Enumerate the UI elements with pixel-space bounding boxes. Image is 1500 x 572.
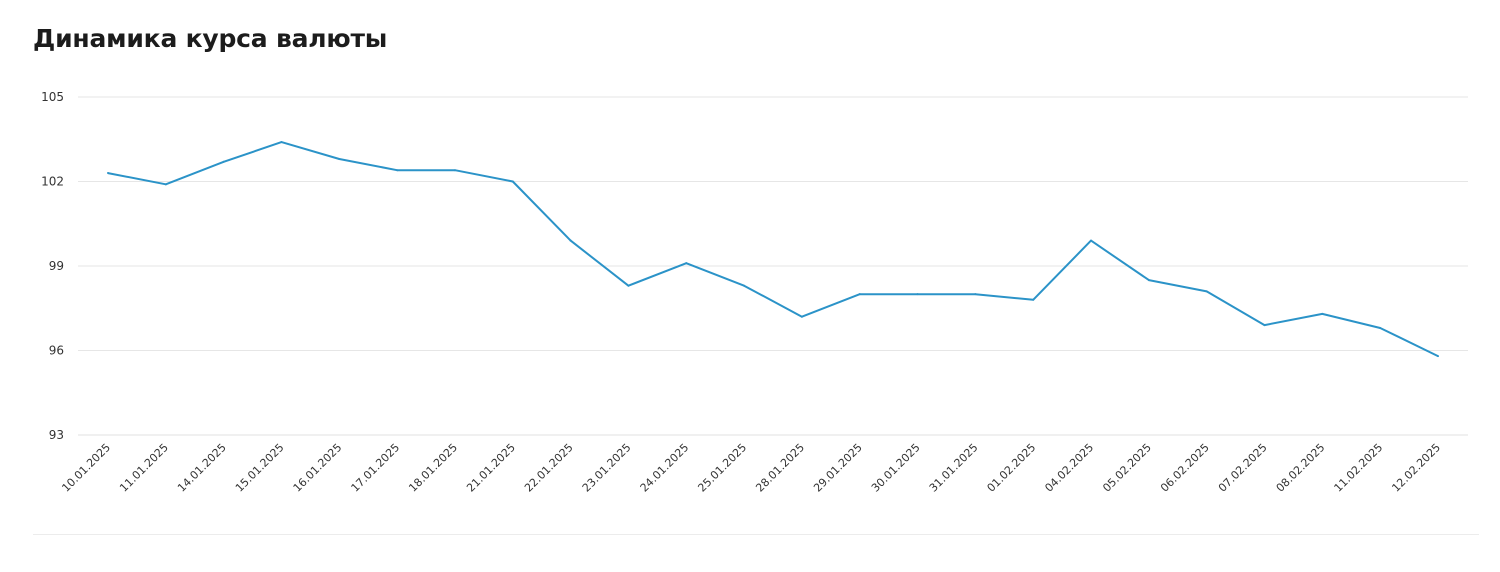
- x-tick-label: 29.01.2025: [811, 441, 865, 495]
- x-tick-label: 21.01.2025: [464, 441, 518, 495]
- data-point: [511, 180, 514, 183]
- series-group: [107, 141, 1439, 358]
- y-tick-label: 96: [49, 344, 64, 358]
- x-axis-ticks: 10.01.2025 11.01.2025 14.01.2025 15.01.2025…: [59, 441, 1443, 495]
- x-tick-label: 16.01.2025: [291, 441, 345, 495]
- x-tick-label: 11.02.2025: [1332, 441, 1386, 495]
- data-point: [974, 293, 977, 296]
- data-point: [858, 293, 861, 296]
- x-tick-label: 25.01.2025: [695, 441, 749, 495]
- data-point: [1205, 290, 1208, 293]
- data-point: [1147, 279, 1150, 282]
- x-tick-label: 17.01.2025: [349, 441, 403, 495]
- data-point: [1437, 355, 1439, 358]
- data-point: [222, 160, 225, 163]
- data-point: [743, 284, 746, 287]
- data-point: [107, 172, 109, 175]
- y-tick-label: 93: [49, 428, 64, 442]
- data-point: [1090, 239, 1093, 242]
- data-point: [396, 169, 399, 172]
- chart-title: Динамика курса валюты: [33, 24, 388, 53]
- y-tick-label: 105: [41, 90, 64, 104]
- x-tick-label: 15.01.2025: [233, 441, 287, 495]
- data-point: [800, 315, 803, 318]
- data-point: [1263, 324, 1266, 327]
- x-tick-label: 30.01.2025: [869, 441, 923, 495]
- grid-lines: [78, 96, 1468, 436]
- x-tick-label: 28.01.2025: [753, 441, 807, 495]
- x-tick-label: 18.01.2025: [406, 441, 460, 495]
- data-point: [338, 157, 341, 160]
- x-tick-label: 04.02.2025: [1042, 441, 1096, 495]
- x-tick-label: 10.01.2025: [59, 441, 113, 495]
- x-tick-label: 06.02.2025: [1158, 441, 1212, 495]
- x-tick-label: 14.01.2025: [175, 441, 229, 495]
- y-tick-label: 102: [41, 175, 64, 189]
- data-point: [1379, 326, 1382, 329]
- data-point: [1321, 312, 1324, 315]
- series-line: [107, 141, 1439, 357]
- data-point: [569, 239, 572, 242]
- y-tick-label: 99: [49, 259, 64, 273]
- x-tick-label: 01.02.2025: [985, 441, 1039, 495]
- x-tick-label: 31.01.2025: [927, 441, 981, 495]
- data-point: [280, 141, 283, 144]
- x-tick-label: 07.02.2025: [1216, 441, 1270, 495]
- data-point: [627, 284, 630, 287]
- x-tick-label: 22.01.2025: [522, 441, 576, 495]
- data-point: [916, 293, 919, 296]
- data-point: [164, 183, 167, 186]
- x-tick-label: 12.02.2025: [1389, 441, 1443, 495]
- data-point: [685, 262, 688, 265]
- x-tick-label: 24.01.2025: [638, 441, 692, 495]
- x-tick-label: 23.01.2025: [580, 441, 634, 495]
- data-point: [453, 169, 456, 172]
- x-tick-label: 11.01.2025: [117, 441, 171, 495]
- x-tick-label: 08.02.2025: [1274, 441, 1328, 495]
- data-point: [1032, 298, 1035, 301]
- x-tick-label: 05.02.2025: [1100, 441, 1154, 495]
- bottom-divider: [33, 534, 1479, 535]
- y-axis-ticks: 105 102 99 96 93: [41, 90, 64, 442]
